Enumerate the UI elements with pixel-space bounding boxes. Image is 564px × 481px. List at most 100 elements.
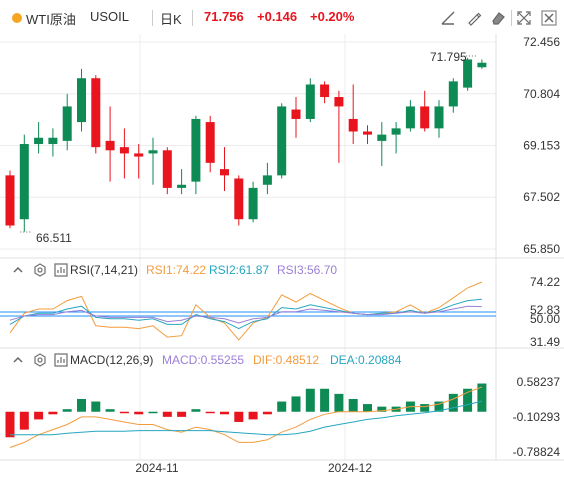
indicator-icon[interactable] — [54, 263, 68, 277]
eraser-icon[interactable] — [490, 10, 506, 26]
collapse-icon[interactable] — [11, 353, 25, 367]
candle-body — [262, 175, 272, 185]
rsi-tick-label: 52.83 — [530, 303, 560, 317]
candle-body — [62, 106, 72, 141]
candle-body — [105, 140, 115, 151]
candle-body — [305, 84, 315, 119]
candle-body — [177, 184, 187, 188]
macd-bar — [262, 411, 272, 415]
candle-body — [291, 109, 301, 119]
y-tick-label: 69.153 — [523, 139, 560, 153]
price-change: +0.146 — [257, 9, 298, 24]
macd-bar — [234, 411, 244, 422]
high-price-label: 71.795 — [430, 50, 467, 64]
chart-header: WTI原油 USOIL 日K 71.756 +0.146 +0.20% — [0, 0, 564, 34]
macd-bar — [34, 411, 44, 420]
macd-value-label: MACD:0.55255 — [162, 353, 245, 367]
collapse-icon[interactable] — [11, 263, 25, 277]
dea-label: DEA:0.20884 — [330, 353, 402, 367]
separator — [152, 10, 153, 26]
settings-icon[interactable] — [33, 353, 47, 367]
symbol-code[interactable]: USOIL — [90, 9, 130, 24]
last-price: 71.756 — [204, 9, 244, 24]
candle-body — [48, 137, 58, 145]
low-price-label: 66.511 — [36, 231, 72, 245]
macd-bar — [448, 393, 458, 412]
rsi-lines-group — [9, 281, 483, 341]
symbol-name[interactable]: WTI原油 — [26, 12, 76, 27]
settings-icon[interactable] — [33, 263, 47, 277]
candle-body — [19, 144, 29, 220]
candle-body — [191, 118, 201, 182]
macd-bar — [248, 411, 258, 420]
macd-bar — [48, 411, 58, 415]
macd-bars-group — [5, 383, 487, 438]
macd-lines-group — [9, 386, 483, 448]
rsi-line-rsi1 — [9, 281, 483, 341]
macd-bar — [305, 388, 315, 412]
macd-bar — [177, 411, 187, 417]
draw-line-icon[interactable] — [440, 10, 456, 26]
macd-bar — [134, 411, 144, 415]
candle-body — [320, 84, 330, 98]
candle-body — [162, 150, 172, 188]
rsi-title: RSI(7,14,21) — [70, 263, 139, 277]
candle-body — [477, 62, 487, 68]
candle-body — [391, 128, 401, 135]
rsi-tick-label: 50.00 — [530, 312, 560, 326]
candle-body — [134, 153, 144, 157]
price-change-pct: +0.20% — [310, 9, 355, 24]
candle-body — [77, 78, 86, 123]
macd-bar — [148, 411, 158, 414]
candle-body — [119, 147, 129, 154]
rsi-tick-label: 74.22 — [530, 275, 560, 289]
macd-tick-label: -0.10293 — [513, 410, 561, 424]
macd-bar — [477, 383, 487, 412]
rsi-legend: RSI(7,14,21) RSI1:74.22 RSI2:61.87 RSI3:… — [0, 262, 564, 278]
macd-bar — [205, 411, 215, 414]
y-tick-label: 70.804 — [523, 87, 560, 101]
candle-body — [277, 106, 287, 176]
period-selector[interactable]: 日K — [160, 12, 182, 27]
candle-body — [234, 178, 244, 220]
macd-legend: MACD(12,26,9) MACD:0.55255 DIF:0.48512 D… — [0, 352, 564, 368]
macd-bar — [320, 388, 330, 412]
macd-bar — [119, 411, 129, 414]
rsi-tick-label: 31.49 — [530, 335, 560, 349]
y-tick-label: 67.502 — [523, 190, 560, 204]
macd-bar — [463, 388, 473, 412]
candle-body — [91, 78, 101, 148]
candle-body — [463, 59, 473, 88]
x-tick-label: 2024-12 — [328, 461, 372, 475]
candle-body — [34, 137, 44, 145]
macd-bar — [334, 393, 344, 412]
draw-pen-icon[interactable] — [466, 10, 482, 26]
fullscreen-icon[interactable] — [516, 10, 532, 26]
candle-body — [148, 150, 158, 154]
macd-bar — [191, 409, 201, 412]
macd-bar — [377, 406, 387, 412]
indicator-icon[interactable] — [54, 353, 68, 367]
candle-body — [405, 106, 415, 129]
dif-line — [9, 386, 483, 448]
macd-bar — [348, 398, 358, 412]
macd-tick-label: -0.78824 — [513, 445, 561, 459]
candle-body — [334, 97, 344, 107]
y-tick-label: 65.850 — [523, 242, 560, 256]
candle-body — [5, 175, 15, 226]
rsi1-label: RSI1:74.22 — [146, 263, 207, 277]
candle-body — [448, 81, 458, 107]
macd-bar — [291, 396, 301, 412]
orange-dot-icon — [12, 13, 22, 23]
macd-bar — [220, 411, 229, 415]
macd-bar — [105, 409, 115, 412]
rsi-line-rsi2 — [9, 298, 482, 330]
dif-label: DIF:0.48512 — [253, 353, 320, 367]
candle-body — [205, 122, 215, 163]
macd-bar — [91, 401, 101, 412]
close-icon[interactable] — [541, 10, 557, 26]
candles-group — [5, 55, 487, 233]
macd-bar — [363, 404, 372, 412]
macd-bar — [420, 404, 430, 412]
